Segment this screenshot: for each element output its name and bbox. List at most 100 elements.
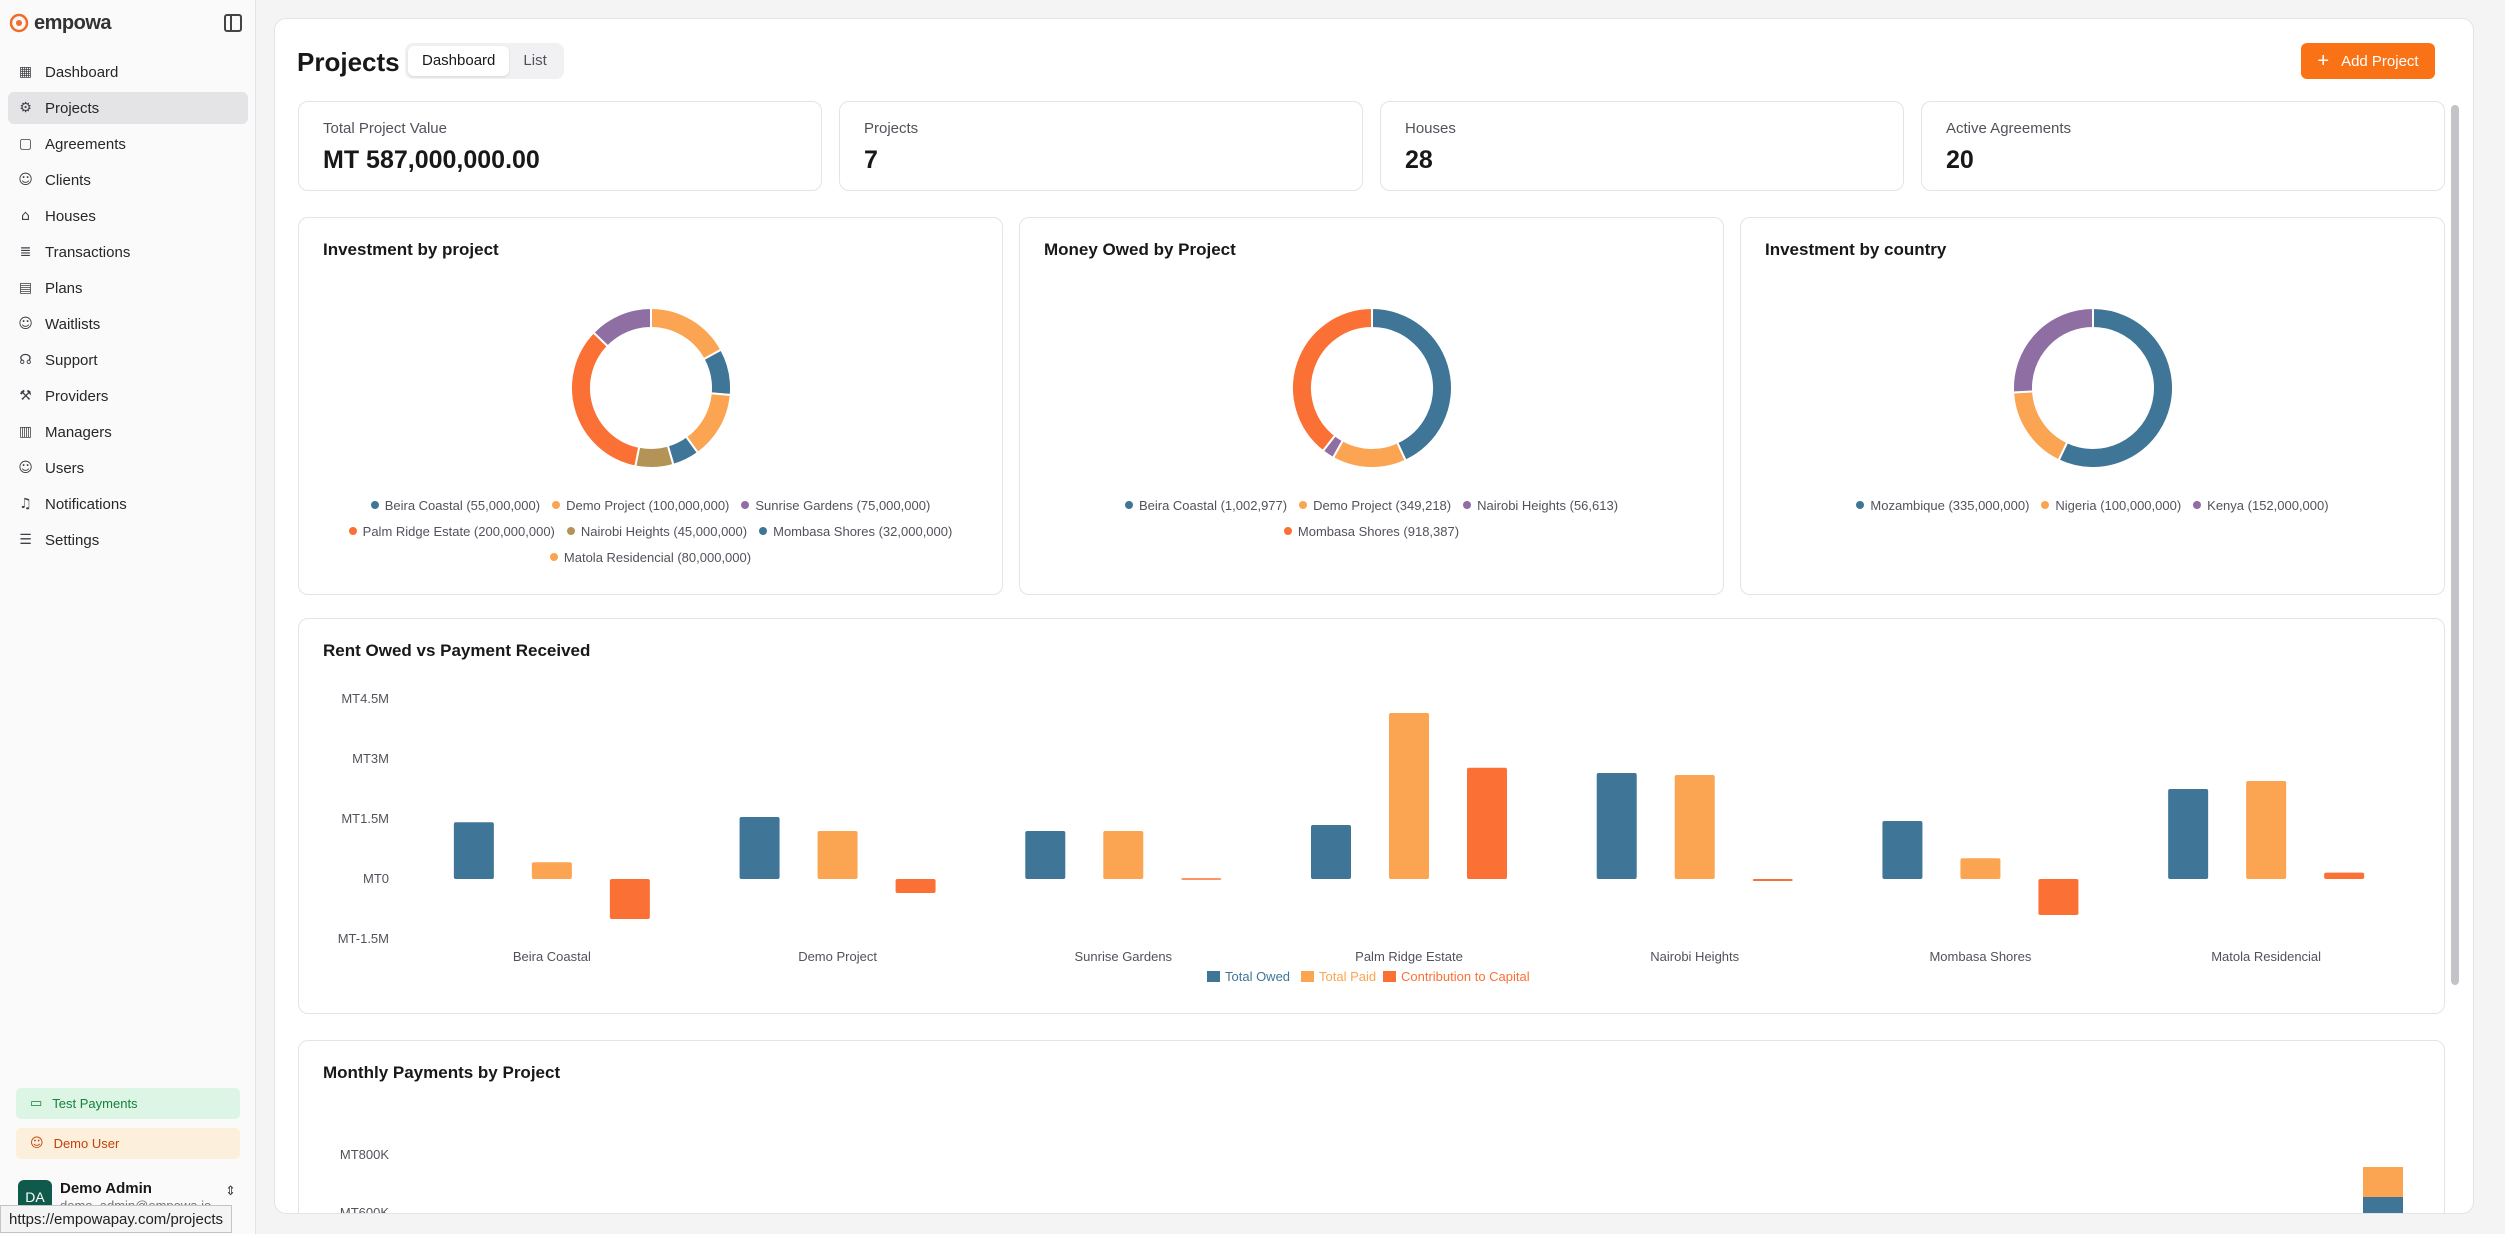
bar[interactable] bbox=[453, 822, 494, 879]
sidebar-item-transactions[interactable]: ≣ Transactions bbox=[8, 236, 248, 268]
donut-slice[interactable] bbox=[702, 348, 732, 397]
bar[interactable] bbox=[2038, 879, 2079, 915]
add-project-label: Add Project bbox=[2341, 52, 2419, 70]
bar[interactable] bbox=[739, 817, 780, 879]
bar[interactable] bbox=[1674, 775, 1715, 879]
donut-slice[interactable] bbox=[2057, 306, 2174, 469]
bar[interactable] bbox=[1882, 821, 1923, 879]
sidebar-item-clients[interactable]: ☺ Clients bbox=[8, 164, 248, 196]
investment-by-country-card: Investment by country Mozambique (335,00… bbox=[1740, 217, 2445, 595]
legend-item[interactable]: Nairobi Heights (45,000,000) bbox=[566, 524, 747, 539]
receipt-icon: ≣ bbox=[19, 243, 32, 260]
bar[interactable] bbox=[895, 879, 936, 893]
sidebar-item-agreements[interactable]: ▢ Agreements bbox=[8, 128, 248, 160]
legend-item[interactable]: Mozambique (335,000,000) bbox=[1856, 498, 2029, 513]
y-tick-label: MT3M bbox=[352, 751, 389, 766]
x-tick-label: Matola Residencial bbox=[2211, 949, 2321, 964]
test-payments-badge[interactable]: ▭ Test Payments bbox=[16, 1088, 240, 1119]
grid-icon: ▦ bbox=[18, 63, 33, 80]
bar[interactable] bbox=[1596, 773, 1637, 879]
chart-legend: Beira Coastal (55,000,000) Demo Project (… bbox=[299, 498, 1002, 576]
page-title: Projects bbox=[297, 47, 400, 77]
rent-owed-bar-chart: MT4.5M MT3M MT1.5M MT0 MT-1.5M Beira Coastal D… bbox=[338, 691, 2365, 984]
users-icon: ☺ bbox=[18, 171, 33, 188]
bar[interactable] bbox=[2246, 781, 2287, 879]
sidebar-item-plans[interactable]: ▤ Plans bbox=[8, 272, 248, 304]
investment-by-project-card: Investment by project Beira Coastal (55,… bbox=[298, 217, 1003, 595]
legend-item[interactable]: Nigeria (100,000,000) bbox=[2041, 498, 2181, 513]
legend-item[interactable]: Beira Coastal (55,000,000) bbox=[370, 498, 540, 513]
add-project-button[interactable]: + Add Project bbox=[2301, 43, 2435, 79]
bar[interactable] bbox=[531, 862, 572, 879]
sidebar-item-providers[interactable]: ⚒ Providers bbox=[8, 380, 248, 412]
legend-label: Demo Project (100,000,000) bbox=[566, 498, 730, 513]
bar[interactable] bbox=[1025, 831, 1066, 879]
donut-slice[interactable] bbox=[570, 331, 641, 468]
sidebar-item-projects[interactable]: ⚙ Projects bbox=[8, 92, 248, 124]
sidebar-item-waitlists[interactable]: ☺ Waitlists bbox=[8, 308, 248, 340]
legend-item[interactable]: Mombasa Shores (918,387) bbox=[1283, 524, 1459, 539]
bar[interactable] bbox=[609, 879, 650, 919]
legend-item[interactable]: Mombasa Shores (32,000,000) bbox=[759, 524, 952, 539]
bar[interactable] bbox=[1752, 879, 1793, 881]
legend-label[interactable]: Contribution to Capital bbox=[1401, 969, 1530, 984]
donut-slice[interactable] bbox=[650, 306, 723, 361]
donut-slice[interactable] bbox=[592, 306, 652, 348]
bar[interactable] bbox=[817, 831, 858, 879]
sidebar-item-notifications[interactable]: ♫ Notifications bbox=[8, 488, 248, 520]
sidebar-toggle-icon[interactable] bbox=[224, 14, 242, 32]
legend-item[interactable]: Demo Project (100,000,000) bbox=[552, 498, 729, 513]
legend-item[interactable]: Nairobi Heights (56,613) bbox=[1463, 498, 1618, 513]
tab-list[interactable]: List bbox=[523, 52, 547, 69]
bar[interactable] bbox=[1389, 713, 1429, 879]
sidebar-item-dashboard[interactable]: ▦ Dashboard bbox=[8, 56, 248, 88]
x-tick-label: Beira Coastal bbox=[513, 949, 591, 964]
bar[interactable] bbox=[1960, 858, 2001, 879]
chart-title: Rent Owed vs Payment Received bbox=[323, 641, 591, 660]
sidebar: empowa ▦ Dashboard ⚙ Projects ▢ Agreements ☺ Cl… bbox=[0, 0, 256, 1234]
legend-item[interactable]: Sunrise Gardens (75,000,000) bbox=[741, 498, 930, 513]
legend-dot bbox=[348, 527, 357, 535]
y-tick-label: MT0 bbox=[363, 871, 389, 886]
donut-slice[interactable] bbox=[1331, 439, 1407, 469]
bar[interactable] bbox=[1181, 878, 1222, 880]
app-logo[interactable]: empowa bbox=[8, 10, 112, 36]
sidebar-item-users[interactable]: ☺ Users bbox=[8, 452, 248, 484]
legend-item[interactable]: Beira Coastal (1,002,977) bbox=[1124, 498, 1287, 513]
bar[interactable] bbox=[1103, 831, 1144, 879]
donut-slice[interactable] bbox=[2012, 390, 2069, 462]
sidebar-item-managers[interactable]: ▥ Managers bbox=[8, 416, 248, 448]
bar[interactable] bbox=[1311, 825, 1351, 879]
monthly-payments-card: Monthly Payments by Project MT800K MT600K bbox=[298, 1040, 2445, 1214]
legend-item[interactable]: Matola Residencial (80,000,000) bbox=[549, 550, 751, 565]
legend-label: Nigeria (100,000,000) bbox=[2055, 498, 2182, 513]
bar[interactable] bbox=[2168, 789, 2209, 879]
sidebar-item-settings[interactable]: ☰ Settings bbox=[8, 524, 248, 556]
stat-label: Active Agreements bbox=[1946, 120, 2072, 137]
view-switcher: Dashboard List bbox=[405, 43, 564, 79]
donut-slice[interactable] bbox=[1371, 306, 1453, 462]
donut-slice[interactable] bbox=[684, 392, 732, 455]
sidebar-item-houses[interactable]: ⌂ Houses bbox=[8, 200, 248, 232]
bar[interactable] bbox=[2324, 872, 2365, 879]
donut-slice[interactable] bbox=[2012, 306, 2094, 394]
stat-card-total-value: Total Project Value MT 587,000,000.00 bbox=[298, 101, 822, 191]
legend-item[interactable]: Palm Ridge Estate (200,000,000) bbox=[348, 524, 555, 539]
donut-slice[interactable] bbox=[634, 444, 675, 469]
stacked-bar-segment[interactable] bbox=[2363, 1167, 2403, 1197]
bar[interactable] bbox=[1467, 767, 1507, 879]
legend-label[interactable]: Total Paid bbox=[1319, 969, 1376, 984]
tab-dashboard[interactable]: Dashboard bbox=[408, 46, 510, 76]
donut-slice[interactable] bbox=[1291, 306, 1373, 453]
status-url-tooltip: https://empowapay.com/projects bbox=[0, 1205, 232, 1233]
legend-item[interactable]: Kenya (152,000,000) bbox=[2193, 498, 2329, 513]
legend-label[interactable]: Total Owed bbox=[1225, 969, 1290, 984]
stacked-bar-segment[interactable] bbox=[2363, 1197, 2403, 1214]
demo-user-badge[interactable]: ☺ Demo User bbox=[16, 1128, 240, 1159]
scrollbar[interactable] bbox=[2451, 105, 2459, 985]
stat-label: Projects bbox=[864, 120, 919, 137]
legend-item[interactable]: Demo Project (349,218) bbox=[1299, 498, 1451, 513]
main-panel: Projects Dashboard List + Add Project To… bbox=[274, 18, 2474, 1214]
sidebar-item-support[interactable]: ☊ Support bbox=[8, 344, 248, 376]
investment-by-country-donut bbox=[2012, 306, 2174, 469]
